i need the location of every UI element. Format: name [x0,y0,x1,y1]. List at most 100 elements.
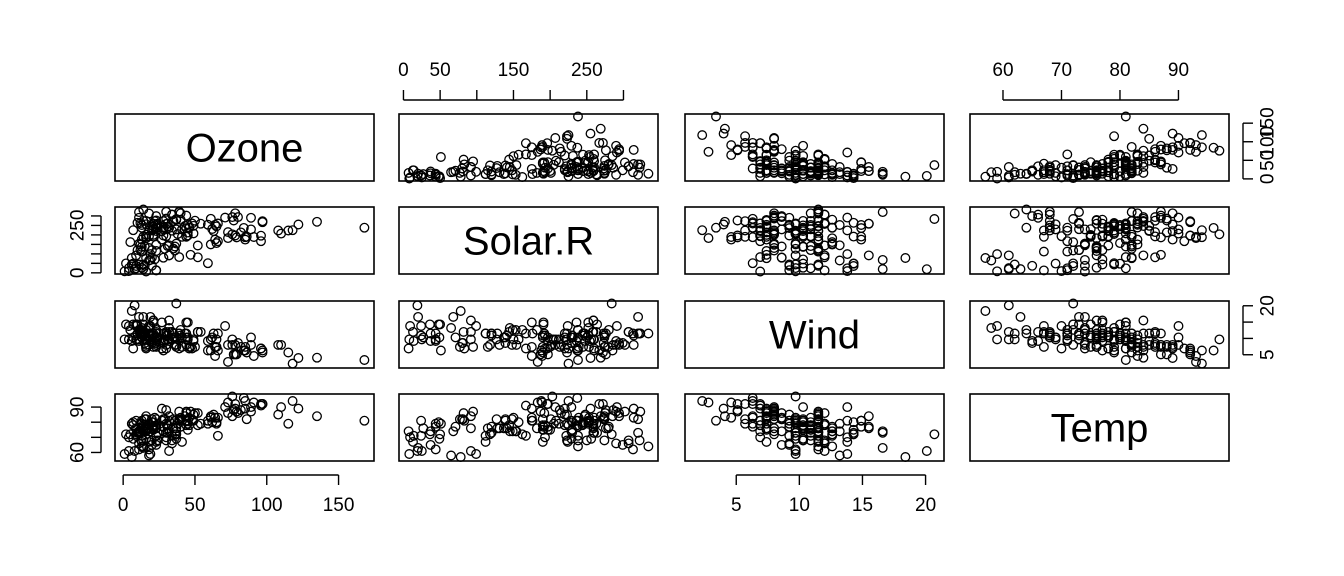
data-point [230,339,241,350]
data-point [188,334,199,345]
data-point [1091,324,1102,335]
data-point [703,233,714,244]
data-point [1074,330,1084,341]
data-point [790,446,801,456]
data-point [207,417,218,428]
data-point [227,334,238,345]
data-point [813,246,824,257]
tick-label: 150 [323,495,355,516]
data-point [134,207,144,218]
data-point [929,214,940,224]
data-point [697,130,708,141]
panel-temp-vs-wind [684,391,945,462]
data-point [148,417,159,428]
data-point [1126,231,1137,242]
data-point [513,149,524,160]
data-point [480,436,491,447]
data-point [1109,218,1120,229]
data-point [511,160,522,171]
data-point [480,430,491,441]
data-point [537,157,548,168]
data-point [430,328,441,339]
data-point [1109,259,1120,270]
data-point [212,430,223,441]
data-point [125,237,136,248]
data-point [877,442,888,453]
data-point [1050,332,1061,343]
data-point [790,412,801,423]
data-point [223,233,233,244]
data-point [588,166,599,177]
data-point [550,133,561,143]
data-point [761,229,772,240]
data-point [1021,222,1032,233]
data-point [1138,328,1149,339]
data-point [1138,215,1149,226]
tick-label: 100 [1258,126,1279,158]
data-point [1126,252,1137,263]
tick-label: 250 [571,60,603,81]
data-point [1068,319,1079,330]
data-point [798,258,809,269]
data-point [1097,336,1108,346]
data-point [1167,163,1178,174]
data-point [1015,264,1026,275]
data-point [220,321,231,331]
data-point [1138,123,1149,134]
data-point [805,245,816,256]
data-point [784,418,795,429]
data-point [1150,227,1161,238]
data-point [834,255,845,266]
data-point [164,315,175,326]
data-point [182,332,193,343]
data-point [589,334,600,345]
data-point [769,210,780,221]
data-point [501,423,512,434]
data-point [1109,345,1120,356]
data-point [611,321,622,331]
data-point [545,166,556,177]
data-point [573,111,583,122]
data-point [1150,231,1161,242]
data-point [158,345,169,356]
data-point [181,339,192,350]
data-point [877,207,888,218]
data-point [790,427,801,438]
data-point [1173,321,1184,331]
data-point [212,328,223,339]
data-point [1079,266,1090,277]
data-point [276,402,287,413]
panel-frame [114,113,375,182]
panel-frame [114,206,375,275]
data-point [403,426,414,437]
data-point [123,432,134,443]
x-axis-ozone-bottom: 0 50 100 150 [118,474,355,516]
data-point [1097,230,1108,241]
data-point [435,418,446,429]
data-point [1150,212,1161,223]
data-point [458,326,469,337]
data-point [848,173,859,184]
data-point [1155,206,1166,217]
data-point [485,339,495,350]
data-point [1027,338,1038,348]
data-point [711,111,721,122]
data-point [205,239,216,250]
data-point [583,418,594,429]
data-point [1033,209,1044,220]
data-point [566,415,577,426]
data-point [1003,300,1014,311]
data-point [498,423,509,434]
x-axis-temp-top: 60 70 80 90 [992,60,1189,101]
data-point [1179,138,1190,149]
data-point [507,414,517,425]
data-point [177,436,187,447]
data-point [1056,321,1067,331]
data-point [500,168,511,179]
data-point [719,123,730,134]
data-point [181,406,192,417]
data-point [1120,252,1131,263]
data-point [578,417,589,428]
data-point [1091,262,1102,273]
data-point [863,411,874,422]
